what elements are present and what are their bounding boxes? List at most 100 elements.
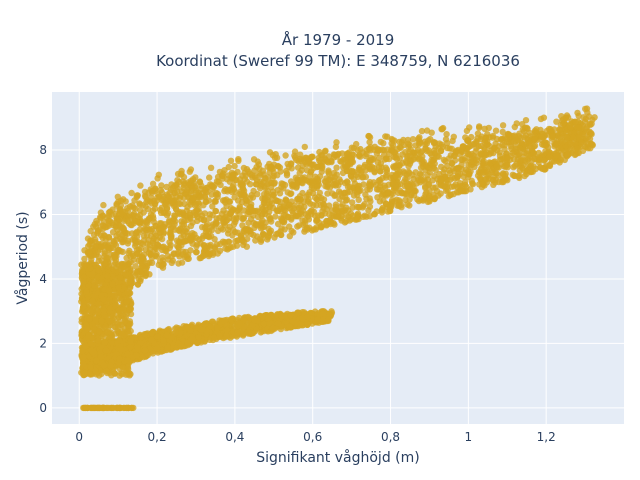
- data-point: [177, 343, 184, 350]
- data-point: [350, 151, 357, 159]
- data-point: [543, 142, 550, 149]
- data-point: [160, 337, 167, 344]
- data-point: [203, 223, 210, 230]
- data-point: [88, 256, 95, 263]
- data-point: [245, 219, 252, 226]
- data-point: [511, 172, 518, 179]
- data-point: [511, 162, 519, 169]
- data-point: [157, 187, 164, 194]
- data-point: [408, 157, 415, 165]
- data-point: [123, 254, 130, 262]
- data-point: [297, 196, 304, 203]
- data-point: [207, 181, 214, 188]
- data-point: [86, 241, 93, 248]
- data-point: [367, 182, 374, 189]
- data-point: [463, 183, 470, 191]
- data-point: [189, 194, 197, 202]
- data-point: [528, 157, 536, 164]
- data-point: [483, 149, 490, 156]
- scatter-points: [78, 105, 598, 412]
- data-point: [292, 174, 300, 181]
- data-point: [197, 325, 204, 333]
- data-point: [523, 150, 530, 157]
- data-point: [109, 229, 117, 236]
- data-point: [124, 207, 132, 214]
- data-point: [415, 177, 422, 184]
- data-point: [265, 213, 272, 220]
- data-point: [332, 203, 339, 211]
- data-point: [95, 337, 102, 344]
- data-point: [330, 151, 338, 158]
- data-point: [406, 152, 414, 160]
- data-point: [195, 334, 202, 341]
- data-point: [121, 325, 128, 332]
- data-point: [463, 127, 471, 135]
- data-point: [449, 160, 456, 167]
- data-point: [237, 180, 245, 187]
- data-point: [376, 198, 384, 205]
- data-point: [151, 205, 159, 212]
- data-point: [152, 223, 159, 230]
- data-point: [398, 139, 405, 146]
- data-point: [567, 140, 574, 147]
- data-point: [533, 126, 540, 133]
- data-point: [235, 157, 242, 164]
- data-point: [272, 213, 279, 220]
- data-point: [488, 166, 496, 174]
- data-point: [324, 190, 331, 197]
- data-point: [383, 166, 391, 173]
- data-point: [414, 149, 421, 156]
- data-point: [255, 208, 262, 216]
- data-point: [192, 189, 200, 197]
- data-point: [146, 271, 153, 278]
- data-point: [205, 233, 212, 240]
- data-point: [306, 224, 313, 231]
- data-point: [516, 159, 524, 167]
- data-point: [140, 232, 147, 239]
- data-point: [321, 148, 329, 155]
- data-point: [513, 136, 521, 143]
- data-point: [481, 125, 488, 132]
- data-point: [150, 215, 157, 222]
- data-point: [342, 197, 350, 204]
- data-point: [148, 187, 156, 195]
- data-point: [230, 243, 237, 250]
- data-point: [131, 197, 138, 204]
- data-point: [396, 161, 403, 169]
- data-point: [537, 115, 545, 123]
- data-point: [379, 191, 386, 198]
- data-point: [341, 219, 349, 226]
- data-point: [214, 227, 222, 235]
- data-point: [486, 142, 493, 150]
- data-point: [133, 250, 141, 258]
- data-point: [297, 321, 304, 328]
- data-point: [283, 172, 291, 179]
- data-point: [359, 174, 366, 181]
- data-point: [526, 139, 533, 147]
- data-point: [294, 309, 301, 316]
- data-point: [84, 235, 92, 242]
- data-point: [132, 230, 139, 237]
- data-point: [382, 200, 390, 207]
- data-point: [212, 208, 220, 215]
- data-point: [240, 164, 248, 172]
- data-point: [108, 211, 115, 218]
- data-point: [456, 180, 464, 187]
- data-point: [286, 233, 293, 240]
- data-point: [127, 338, 134, 345]
- data-point: [145, 249, 153, 256]
- data-point: [276, 164, 284, 171]
- data-point: [428, 129, 435, 136]
- data-point: [242, 225, 249, 233]
- data-point: [197, 194, 205, 201]
- data-point: [277, 215, 285, 222]
- data-point: [549, 133, 556, 140]
- data-point: [260, 230, 267, 237]
- data-point: [350, 145, 357, 152]
- data-point: [286, 323, 293, 330]
- data-point: [93, 357, 100, 364]
- data-point: [92, 243, 100, 250]
- data-point: [254, 222, 261, 229]
- data-point: [247, 230, 255, 238]
- data-point: [212, 197, 219, 204]
